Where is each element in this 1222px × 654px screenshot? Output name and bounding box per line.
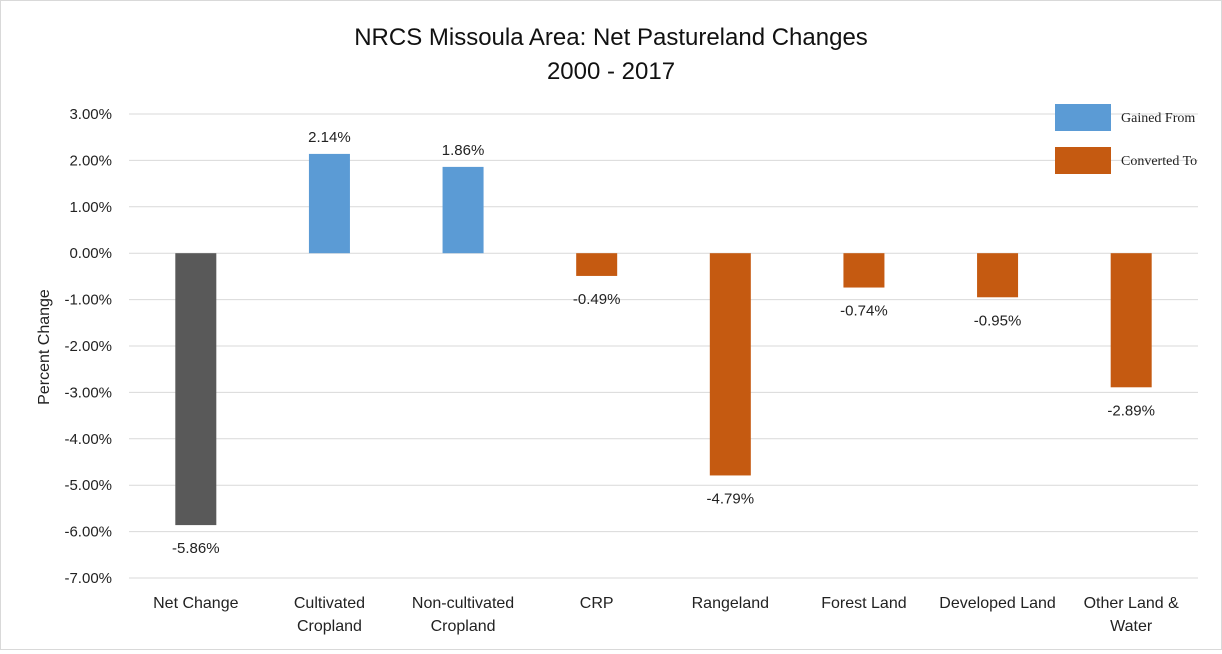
bar xyxy=(576,253,618,276)
bar xyxy=(442,166,484,254)
bar xyxy=(709,253,751,476)
data-label: 1.86% xyxy=(442,142,485,159)
chart-title: NRCS Missoula Area: Net Pastureland Chan… xyxy=(354,24,868,85)
y-tick-label: 1.00% xyxy=(69,199,112,216)
legend-swatch xyxy=(1055,147,1111,174)
x-category-label: Non-cultivated xyxy=(412,595,514,612)
x-category-label: Cropland xyxy=(297,618,362,635)
y-tick-label: -4.00% xyxy=(64,431,112,448)
bar xyxy=(977,253,1019,298)
y-tick-label: -1.00% xyxy=(64,292,112,309)
bars xyxy=(175,153,1152,526)
x-axis-categories: Net Change Cultivated Cropland Non-cultivat… xyxy=(153,595,1179,635)
legend: Gained From Converted To xyxy=(1055,104,1197,174)
data-label: -5.86% xyxy=(172,540,220,557)
y-axis-label: Percent Change xyxy=(36,289,53,405)
y-axis-ticks: 3.00% 2.00% 1.00% 0.00% -1.00% -2.00% -3.00% -4… xyxy=(64,106,112,587)
y-tick-label: 0.00% xyxy=(69,245,112,262)
x-category-label: CRP xyxy=(580,595,614,612)
x-category-label: Developed Land xyxy=(939,595,1056,612)
bar xyxy=(175,253,217,526)
y-tick-label: -3.00% xyxy=(64,384,112,401)
y-tick-label: -2.00% xyxy=(64,338,112,355)
x-category-label: Other Land & xyxy=(1084,595,1180,612)
x-category-label: Forest Land xyxy=(821,595,906,612)
data-label: -0.95% xyxy=(974,312,1022,329)
x-category-label: Rangeland xyxy=(692,595,769,612)
legend-swatch xyxy=(1055,104,1111,131)
data-label: -0.74% xyxy=(840,303,888,320)
chart-title-line-2: 2000 - 2017 xyxy=(547,58,675,85)
legend-label: Converted To xyxy=(1121,154,1197,169)
bar xyxy=(1110,253,1152,388)
x-category-label: Cultivated xyxy=(294,595,365,612)
y-tick-label: -6.00% xyxy=(64,524,112,541)
x-category-label: Cropland xyxy=(431,618,496,635)
data-label: 2.14% xyxy=(308,129,351,146)
x-category-label: Water xyxy=(1110,618,1153,635)
x-category-label: Net Change xyxy=(153,595,238,612)
legend-label: Gained From xyxy=(1121,111,1195,126)
bar xyxy=(308,153,350,254)
bar xyxy=(843,253,885,288)
y-tick-label: 3.00% xyxy=(69,106,112,123)
data-label: -0.49% xyxy=(573,291,621,308)
data-label: -2.89% xyxy=(1107,402,1155,419)
gridlines xyxy=(129,113,1198,579)
y-tick-label: 2.00% xyxy=(69,152,112,169)
chart-title-line-1: NRCS Missoula Area: Net Pastureland Chan… xyxy=(354,24,868,51)
y-tick-label: -5.00% xyxy=(64,477,112,494)
y-tick-label: -7.00% xyxy=(64,570,112,587)
data-label: -4.79% xyxy=(707,490,755,507)
data-labels: -5.86% 2.14% 1.86% -0.49% -4.79% -0.74% -0.95%… xyxy=(172,129,1155,557)
